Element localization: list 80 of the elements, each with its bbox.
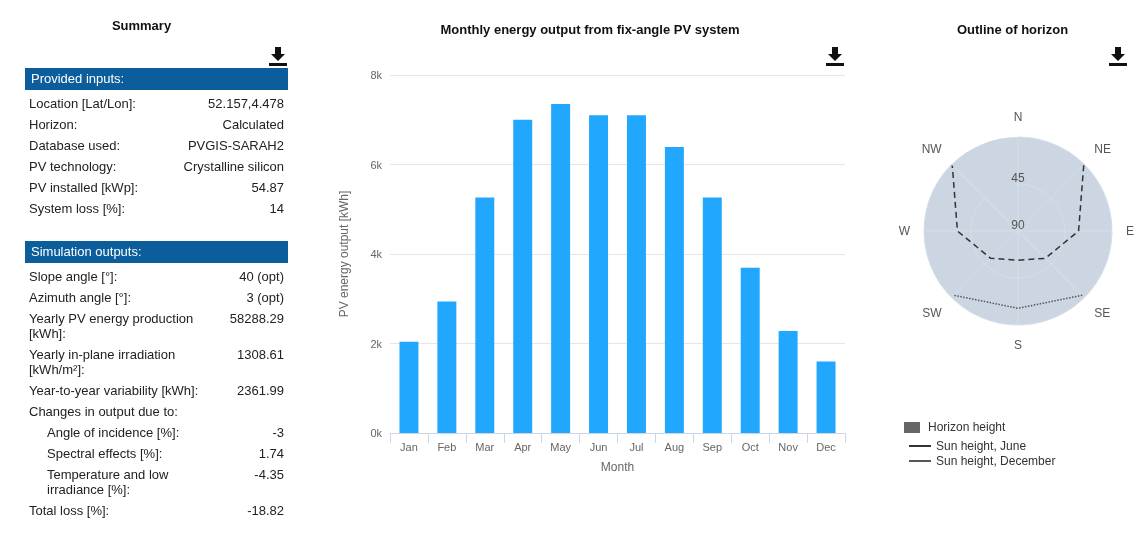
y-tick-label: 90: [1011, 218, 1025, 232]
x-tick-label: Apr: [514, 440, 532, 453]
y-tick-label: 0k: [370, 427, 383, 439]
text: 14: [269, 201, 284, 216]
text: Azimuth angle [°]:: [29, 290, 132, 305]
text: PV technology:: [29, 159, 117, 174]
text: Horizon:: [29, 117, 78, 132]
x-tick-label: Nov: [778, 440, 799, 453]
text: PVGIS-SARAH2: [187, 138, 284, 153]
x-tick-label: Jan: [400, 440, 418, 453]
chart-title: Monthly energy output from fix-angle PV system: [440, 22, 740, 37]
spoke-label: NW: [921, 141, 943, 156]
y-tick-label: 8k: [370, 69, 383, 81]
y-tick-label: 4k: [370, 248, 383, 260]
spoke-label: SE: [1094, 306, 1111, 321]
text: Summary: [110, 18, 173, 33]
spoke-label: SW: [922, 306, 943, 321]
text: Changes in output due to:: [29, 404, 178, 419]
text: 1308.61: [237, 347, 284, 364]
spoke-label: NE: [1094, 141, 1112, 156]
bar: [513, 119, 533, 433]
x-tick-label: May: [550, 440, 572, 453]
text: Provided inputs:: [25, 68, 288, 90]
text: PV installed [kWp]:: [29, 180, 139, 195]
bar: [778, 330, 798, 433]
text: Location [Lat/Lon]:: [29, 96, 136, 111]
text: Crystalline silicon: [183, 159, 284, 174]
bar: [664, 147, 684, 433]
chart-title: Outline of horizon: [956, 22, 1069, 37]
bar: [399, 341, 419, 433]
y-axis-title: PV energy output [kWh]: [337, 190, 351, 318]
spoke-label: N: [1013, 110, 1023, 124]
bar: [437, 301, 457, 433]
text: Simulation outputs:: [25, 241, 288, 263]
text: 58288.29: [229, 311, 284, 328]
y-tick-label: 2k: [370, 337, 383, 350]
bar: [551, 104, 571, 433]
x-tick-label: Feb: [437, 440, 457, 453]
bar: [475, 197, 495, 433]
text: -3: [272, 425, 284, 440]
text: -18.82: [247, 503, 284, 518]
text: Yearly PV energy production [kWh]:: [29, 311, 195, 341]
x-axis-title: Month: [600, 460, 635, 474]
text: Horizon height: [928, 420, 1006, 434]
x-tick-label: Jun: [589, 440, 608, 453]
bar: [740, 267, 760, 433]
legend-label: Sun height, December: [936, 454, 1056, 468]
text: 40 (opt): [239, 269, 284, 284]
text: Temperature and low irradiance [%]:: [47, 467, 170, 497]
bar: [589, 115, 609, 433]
legend-label: Sun height, June: [936, 439, 1027, 453]
spoke-label: W: [898, 224, 911, 238]
bar: [702, 197, 722, 433]
text: Slope angle [°]:: [29, 269, 118, 284]
spoke-label: S: [1013, 338, 1023, 352]
x-tick-label: Aug: [664, 440, 685, 453]
text: 54.87: [251, 180, 284, 195]
text: Year-to-year variability [kWh]:: [29, 383, 199, 398]
x-tick-label: Mar: [475, 440, 495, 453]
text: -4.35: [254, 467, 284, 484]
x-tick-label: Sep: [702, 440, 723, 453]
text: System loss [%]:: [29, 201, 126, 216]
text: 1.74: [258, 446, 284, 461]
text: 2361.99: [237, 383, 284, 398]
y-tick-label: 6k: [370, 158, 383, 171]
x-tick-label: Oct: [741, 440, 759, 453]
y-tick-label: 45: [1011, 171, 1025, 185]
text: 52.157,4.478: [208, 96, 284, 111]
text: 3 (opt): [246, 290, 284, 305]
text: Angle of incidence [%]:: [47, 425, 180, 440]
text: Spectral effects [%]:: [47, 446, 163, 461]
x-tick-label: Dec: [816, 440, 837, 453]
spoke-label: E: [1126, 224, 1135, 238]
text: Database used:: [29, 138, 121, 153]
text: Calculated: [222, 117, 284, 132]
bar: [626, 115, 646, 433]
text: Total loss [%]:: [29, 503, 110, 518]
bar: [816, 361, 836, 433]
text: Yearly in-plane irradiation [kWh/m²]:: [29, 347, 177, 377]
x-tick-label: Jul: [629, 440, 644, 453]
